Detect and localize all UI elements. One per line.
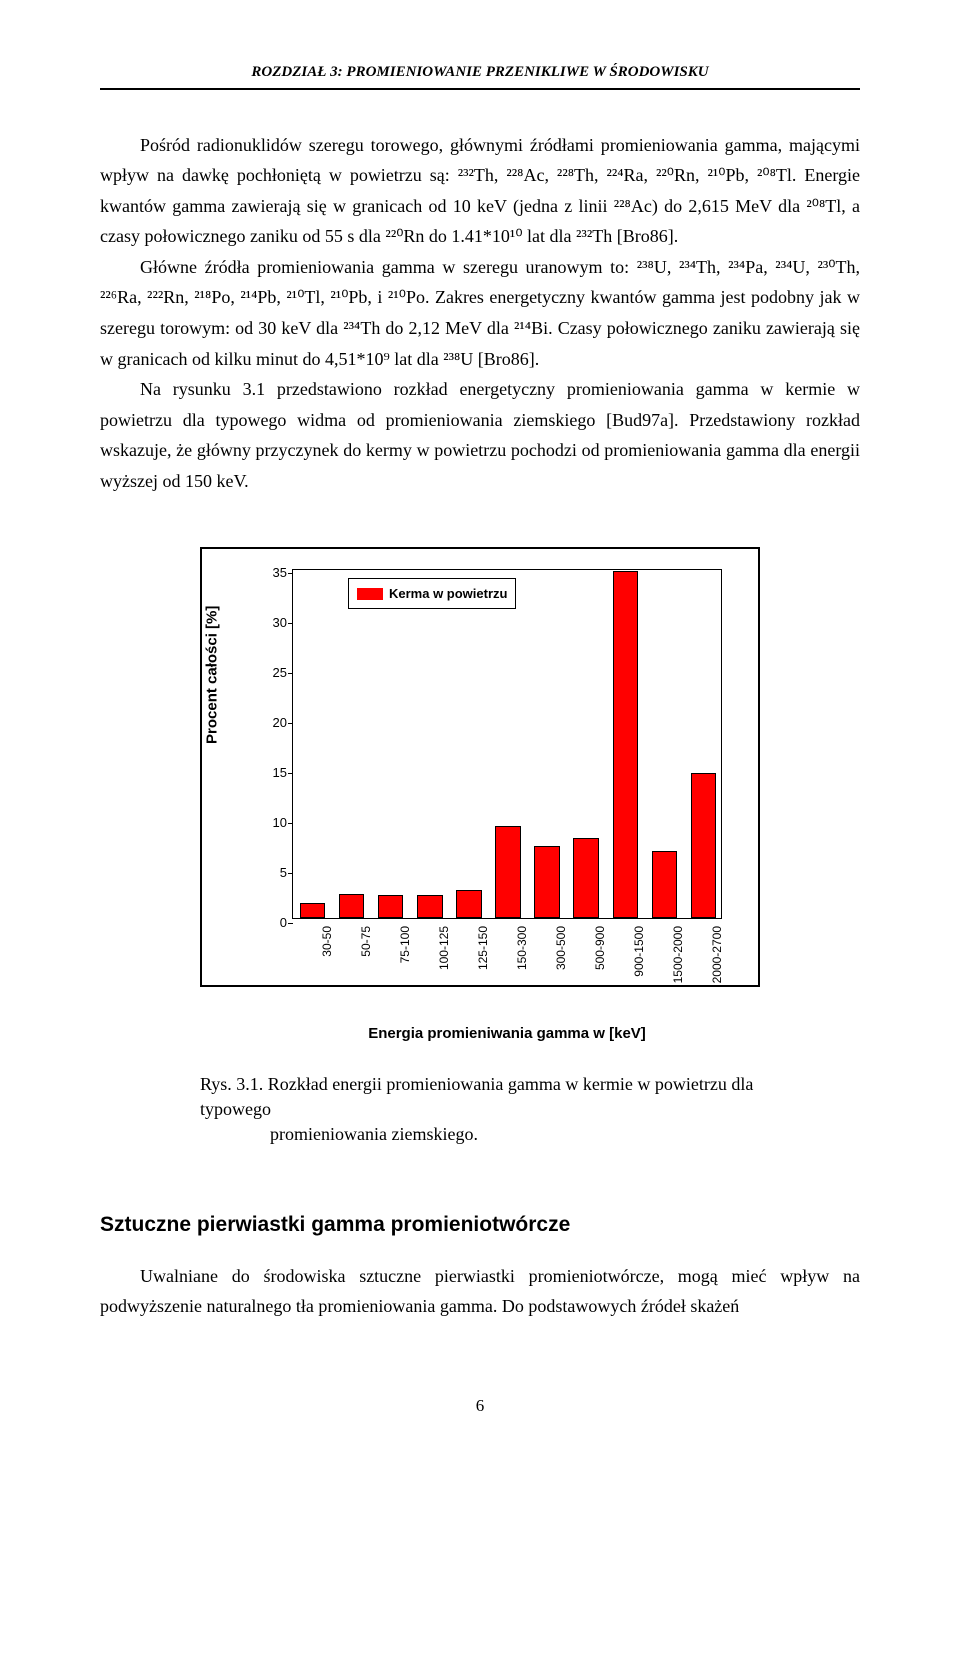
page-number: 6 [100,1392,860,1421]
section-heading: Sztuczne pierwiastki gamma promieniotwór… [100,1207,860,1243]
paragraph-3: Na rysunku 3.1 przedstawiono rozkład ene… [100,374,860,496]
chart-ytick: 0 [263,912,287,934]
chart-bar [456,890,481,918]
chart-ytick: 30 [263,612,287,634]
chart-ytick: 10 [263,812,287,834]
chart-bar [534,846,559,918]
figure-caption-line1: Rys. 3.1. Rozkład energii promieniowania… [200,1074,753,1119]
figure-caption: Rys. 3.1. Rozkład energii promieniowania… [200,1072,760,1148]
chart-ylabel: Procent całości [%] [199,605,225,743]
chart-bar [300,903,325,918]
paragraph-2: Główne źródła promieniowania gamma w sze… [100,252,860,374]
chart-plot-area: Kerma w powietrzu 0510152025303530-5050-… [292,569,722,919]
section-paragraph: Uwalniane do środowiska sztuczne pierwia… [100,1261,860,1322]
legend-label: Kerma w powietrzu [389,583,507,605]
chart-container: Procent całości [%] Kerma w powietrzu 05… [200,547,760,1148]
chart-bar [378,895,403,918]
chart-ytick: 25 [263,662,287,684]
chart-ytick: 5 [263,862,287,884]
chart-ytick: 20 [263,712,287,734]
chart-bar [691,773,716,918]
chart-bar [652,851,677,918]
chart-xlabel: Energia promieniwania gamma w [keV] [292,1021,722,1047]
chart-legend: Kerma w powietrzu [348,578,516,609]
chart-bar [339,894,364,918]
chart-ytick: 35 [263,562,287,584]
figure-caption-line2: promieniowania ziemskiego. [200,1122,760,1147]
chart-bar [573,838,598,918]
chart-ytick: 15 [263,762,287,784]
paragraph-1: Pośród radionuklidów szeregu torowego, g… [100,130,860,252]
chapter-header: ROZDZIAŁ 3: PROMIENIOWANIE PRZENIKLIWE W… [100,60,860,90]
legend-swatch [357,588,383,600]
chart-bar [495,826,520,918]
chart-bar [613,571,638,918]
chart-bar [417,895,442,918]
chart-box: Procent całości [%] Kerma w powietrzu 05… [200,547,760,987]
